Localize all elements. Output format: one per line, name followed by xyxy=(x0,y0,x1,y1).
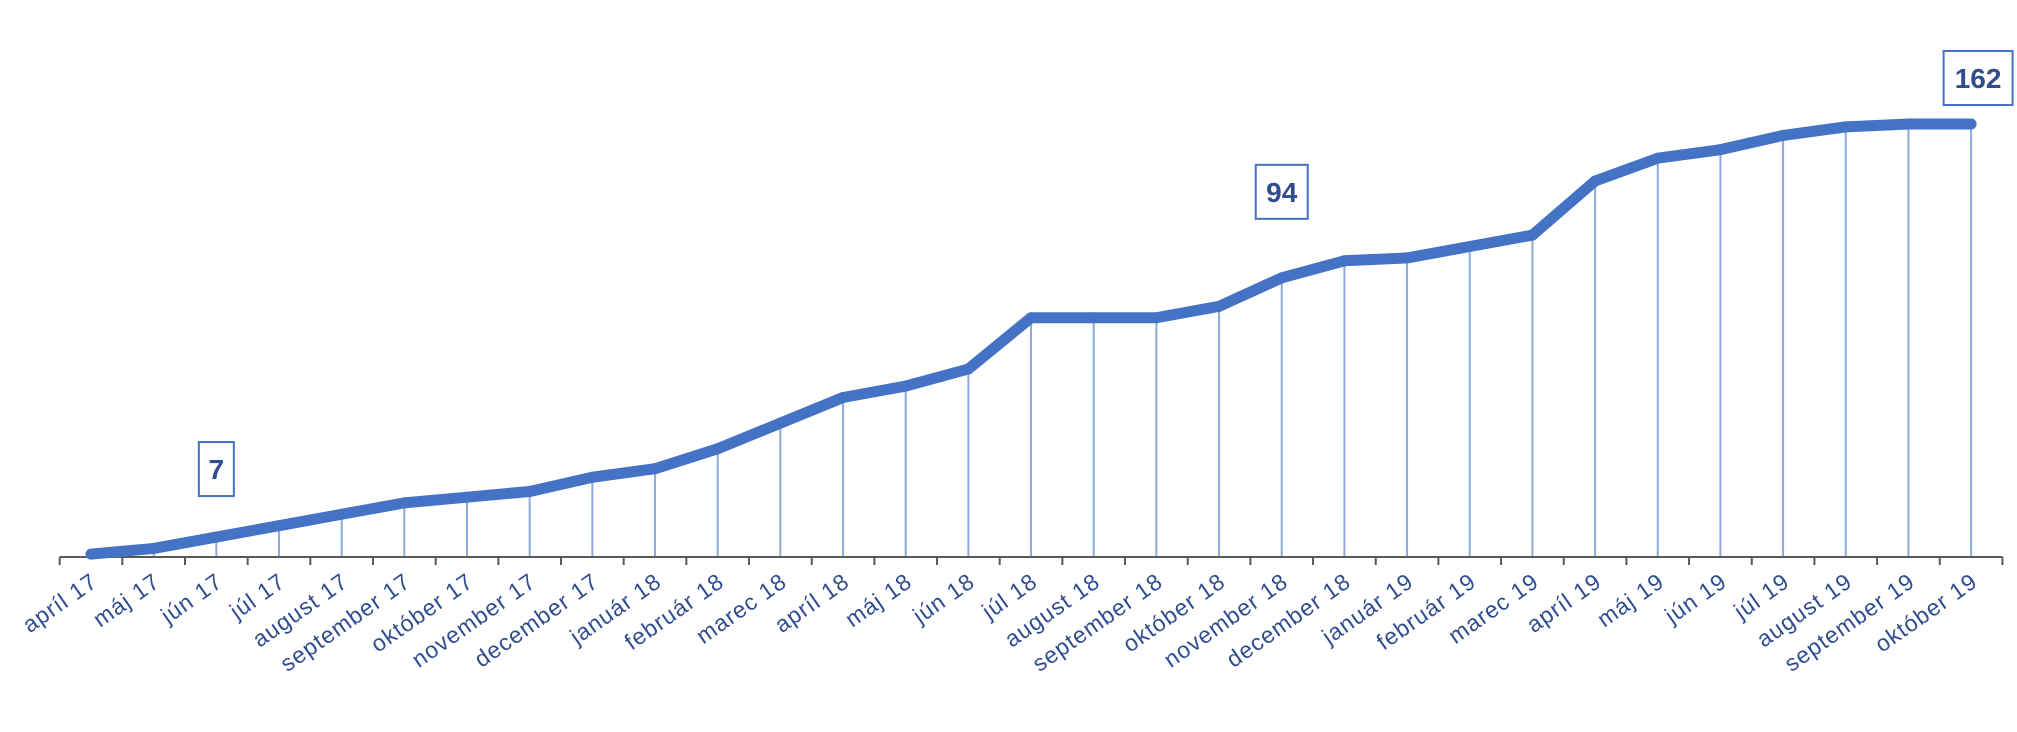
series-segment xyxy=(524,471,598,497)
series-segment xyxy=(586,463,661,483)
series-segment xyxy=(273,508,348,532)
series-segment xyxy=(1840,118,1914,133)
series-segment xyxy=(1652,144,1726,164)
series-segment xyxy=(1150,300,1225,324)
series-segment xyxy=(1213,272,1288,312)
x-tick-label: jún 18 xyxy=(907,568,979,629)
series-segment xyxy=(398,491,473,509)
data-callout: 94 xyxy=(1254,163,1309,220)
data-callouts: 7 94 162 xyxy=(197,50,2014,498)
x-tick-label: jún 19 xyxy=(1659,568,1731,629)
x-axis xyxy=(58,556,2004,565)
callout-box xyxy=(1942,50,2014,107)
series-segment xyxy=(461,485,536,503)
series-segment xyxy=(1589,152,1664,187)
x-tick-label: máj 17 xyxy=(88,568,164,632)
x-tick-label: máj 18 xyxy=(840,568,916,632)
series-segment xyxy=(1464,229,1538,253)
x-tick-label: apríl 17 xyxy=(18,568,102,638)
callout-box xyxy=(1254,163,1309,220)
drop-lines xyxy=(90,124,1973,557)
callout-box xyxy=(197,441,235,498)
series-segment xyxy=(774,391,849,429)
series-segment xyxy=(1401,241,1476,264)
series-segment xyxy=(837,380,912,403)
series-segment xyxy=(900,363,974,392)
series-lines xyxy=(85,118,1977,560)
series-segment xyxy=(1526,175,1601,241)
series-segment xyxy=(712,417,786,455)
series-segment xyxy=(210,520,285,543)
series-segment xyxy=(1276,255,1350,284)
series-segment xyxy=(649,443,724,475)
callout-label: 7 xyxy=(209,454,225,485)
x-tick-label: jún 17 xyxy=(155,568,227,629)
series-segment xyxy=(1714,129,1789,156)
series-segment xyxy=(336,497,410,520)
x-tick-label: máj 19 xyxy=(1592,568,1668,632)
callout-label: 94 xyxy=(1266,177,1298,208)
callout-label: 162 xyxy=(1955,63,2002,94)
data-callout: 162 xyxy=(1942,50,2014,107)
series-segment xyxy=(85,542,160,560)
series-segment xyxy=(1777,121,1852,141)
series-segment xyxy=(962,312,1037,375)
series-segment xyxy=(148,531,222,554)
series-segment xyxy=(1338,252,1413,267)
data-callout: 7 xyxy=(197,441,235,498)
